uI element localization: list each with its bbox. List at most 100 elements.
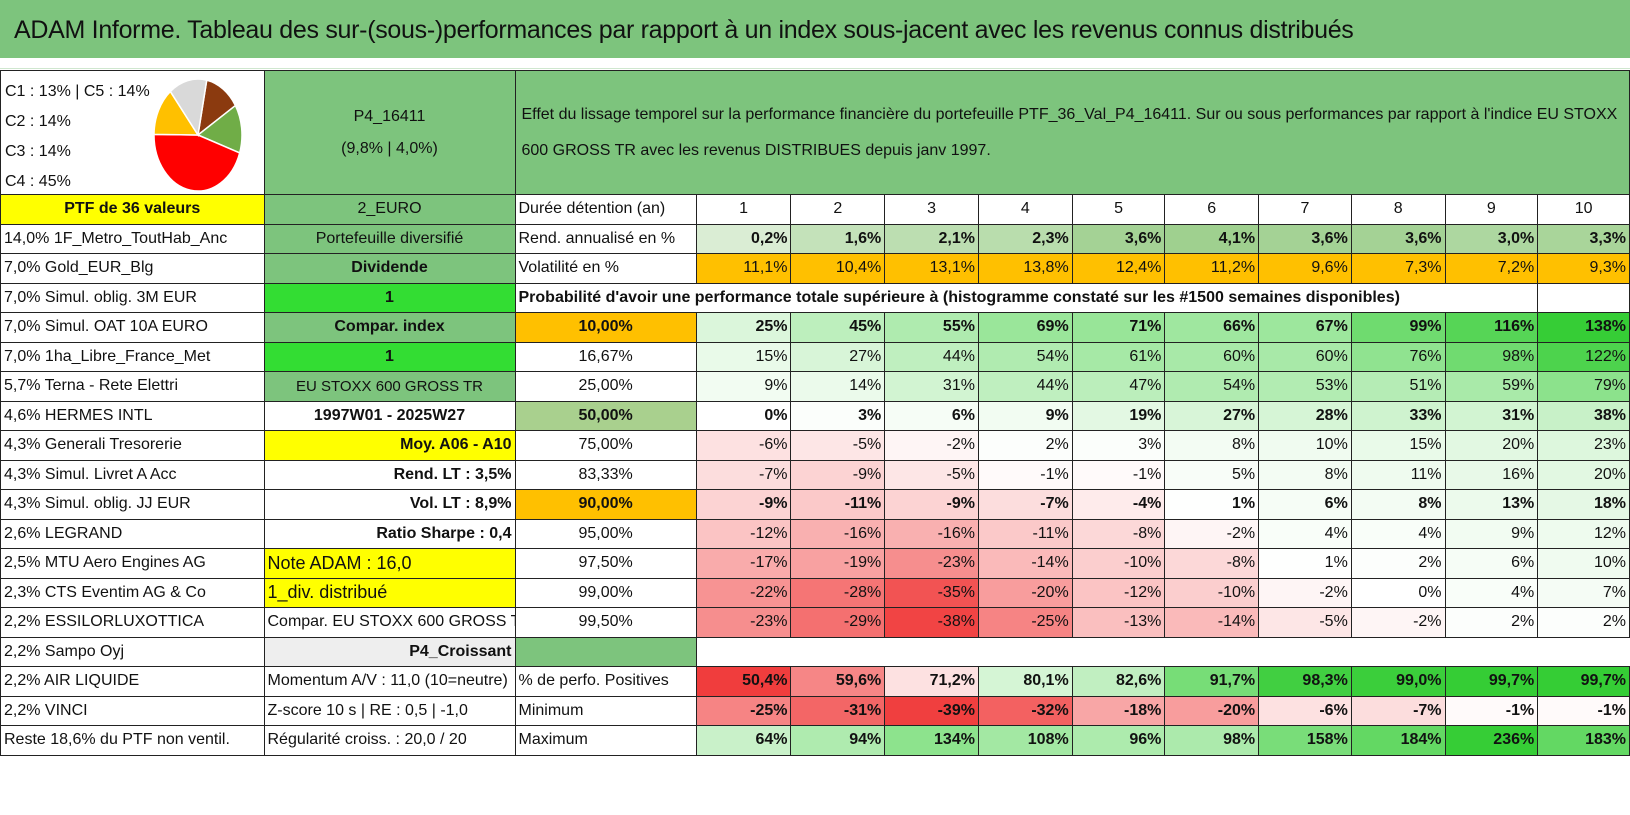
pie-legend-item: C1 : 13% | C5 : 14% [5, 83, 150, 100]
positive-value: 91,7% [1164, 666, 1260, 697]
holding-count: PTF de 36 valeurs [0, 194, 265, 225]
spacer-row: 2,2% Sampo Oyj P4_Croissant [0, 636, 1630, 667]
quantile-value: 69% [977, 312, 1073, 343]
positive-value: 99,7% [1444, 666, 1539, 697]
rend-value: 1,6% [790, 223, 886, 254]
quantile-value: 54% [977, 341, 1073, 372]
quantile-value: 3% [1071, 430, 1166, 461]
quantile-value: -2% [1164, 518, 1260, 549]
quantile-value: -5% [884, 459, 979, 490]
vol-value: 7,2% [1444, 253, 1539, 284]
quantile-value: 16% [1444, 459, 1539, 490]
maximum-label: Maximum [514, 725, 697, 756]
year-header: 2 [790, 194, 886, 225]
param-period: 1997W01 - 2025W27 [263, 400, 516, 431]
quantile-value: -19% [790, 548, 886, 579]
pie-legend-item: C3 : 14% [5, 143, 71, 160]
positive-value: 98,3% [1258, 666, 1352, 697]
quantile-value: -28% [790, 577, 886, 608]
quantile-row: 7,0% 1ha_Libre_France_Met 1 16,67% 15% 27% 44… [0, 341, 1630, 372]
empty-cell [695, 636, 1630, 667]
page-title: ADAM Informe. Tableau des sur-(sous-)per… [14, 16, 1354, 44]
rend-value: 3,6% [1258, 223, 1352, 254]
quantile-value: 60% [1164, 341, 1260, 372]
quantile-value: 15% [1350, 430, 1446, 461]
param-rend-lt: Rend. LT : 3,5% [263, 459, 516, 490]
quantile-value: 99% [1350, 312, 1446, 343]
quantile-value: 71% [1071, 312, 1166, 343]
holding-item: 4,3% Simul. Livret A Acc [0, 459, 265, 490]
quantile-value: 8% [1164, 430, 1260, 461]
vol-value: 10,4% [790, 253, 886, 284]
quantile-value: 47% [1071, 371, 1166, 402]
quantile-row: 5,7% Terna - Rete Elettri EU STOXX 600 GR… [0, 371, 1630, 402]
rend-value: 0,2% [695, 223, 792, 254]
quantile-value: 9% [1444, 518, 1539, 549]
year-header: 9 [1444, 194, 1539, 225]
param-strategy: P4_Croissant [263, 636, 516, 667]
holding-item: 7,0% Simul. oblig. 3M EUR [0, 282, 265, 313]
quantile-value: -14% [1164, 607, 1260, 638]
quantile-value: 10% [1258, 430, 1352, 461]
quantile-value: 2% [977, 430, 1073, 461]
quantile-value: 12% [1537, 518, 1630, 549]
quantile-value: -16% [790, 518, 886, 549]
quantile-value: 9% [977, 400, 1073, 431]
quantile-value: -9% [884, 489, 979, 520]
quantile-value: 45% [790, 312, 886, 343]
quantile-value: 2% [1444, 607, 1539, 638]
quantile-label: 10,00% [514, 312, 697, 343]
quantile-value: 116% [1444, 312, 1539, 343]
quantile-value: 25% [695, 312, 792, 343]
minimum-value: -25% [695, 695, 792, 726]
quantile-value: -38% [884, 607, 979, 638]
year-header: 7 [1258, 194, 1352, 225]
quantile-value: 31% [1444, 400, 1539, 431]
quantile-value: -25% [977, 607, 1073, 638]
empty-cell [514, 636, 697, 667]
minimum-value: -1% [1444, 695, 1539, 726]
quantile-label: 83,33% [514, 459, 697, 490]
holding-item: 7,0% Simul. OAT 10A EURO [0, 312, 265, 343]
quantile-value: -22% [695, 577, 792, 608]
param-compar-index: Compar. index [263, 312, 516, 343]
quantile-label: 99,50% [514, 607, 697, 638]
quantile-value: 8% [1258, 459, 1352, 490]
quantile-value: -1% [977, 459, 1073, 490]
quantile-label: 90,00% [514, 489, 697, 520]
holding-item: 7,0% 1ha_Libre_France_Met [0, 341, 265, 372]
portfolio-name: P4_16411 [353, 107, 426, 125]
vol-value: 11,1% [695, 253, 792, 284]
quantile-row: 4,3% Simul. oblig. JJ EUR Vol. LT : 8,9% 9… [0, 489, 1630, 520]
quantile-value: 54% [1164, 371, 1260, 402]
holding-item: Reste 18,6% du PTF non ventil. [0, 725, 265, 756]
maximum-value: 134% [884, 725, 979, 756]
positive-value: 50,4% [695, 666, 792, 697]
maximum-value: 96% [1071, 725, 1166, 756]
maximum-value: 236% [1444, 725, 1539, 756]
holding-item: 2,2% VINCI [0, 695, 265, 726]
param-vol-lt: Vol. LT : 8,9% [263, 489, 516, 520]
portfolio-description: Effet du lissage temporel sur la perform… [514, 70, 1630, 195]
positive-row: 2,2% AIR LIQUIDE Momentum A/V : 11,0 (10=… [0, 666, 1630, 697]
performance-table: C1 : 13% | C5 : 14% C2 : 14% C3 : 14% C4… [0, 70, 1630, 756]
param-index-name: EU STOXX 600 GROSS TR [263, 371, 516, 402]
quantile-value: 53% [1258, 371, 1352, 402]
quantile-value: -12% [1071, 577, 1166, 608]
positive-value: 80,1% [977, 666, 1073, 697]
quantile-value: 61% [1071, 341, 1166, 372]
holding-item: 7,0% Gold_EUR_Blg [0, 253, 265, 284]
vol-value: 9,6% [1258, 253, 1352, 284]
probability-title: Probabilité d'avoir une performance tota… [514, 282, 1539, 313]
quantile-value: -7% [977, 489, 1073, 520]
quantile-value: 60% [1258, 341, 1352, 372]
vol-value: 9,3% [1537, 253, 1630, 284]
rend-value: 3,0% [1444, 223, 1539, 254]
year-header: 6 [1164, 194, 1260, 225]
param-zscore: Z-score 10 s | RE : 0,5 | -1,0 [263, 695, 516, 726]
quantile-value: 18% [1537, 489, 1630, 520]
maximum-value: 94% [790, 725, 886, 756]
vol-value: 13,1% [884, 253, 979, 284]
minimum-row: 2,2% VINCI Z-score 10 s | RE : 0,5 | -1,0… [0, 695, 1630, 726]
quantile-value: 66% [1164, 312, 1260, 343]
